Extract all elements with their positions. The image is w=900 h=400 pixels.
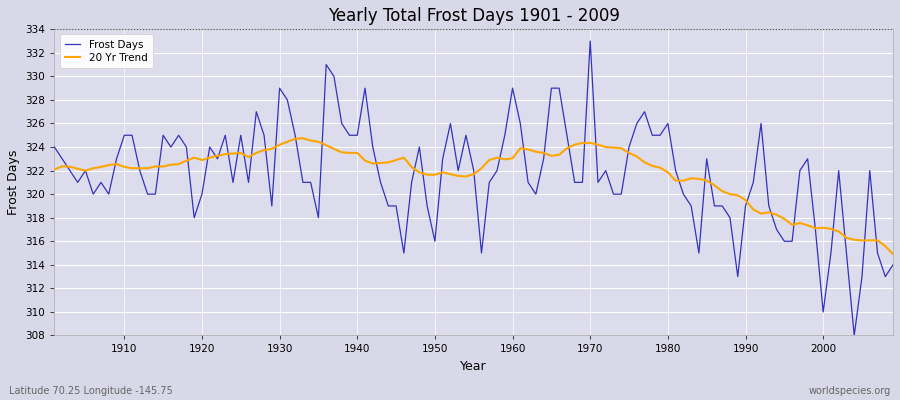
20 Yr Trend	[298, 136, 309, 141]
Text: Latitude 70.25 Longitude -145.75: Latitude 70.25 Longitude -145.75	[9, 386, 173, 396]
20 Yr Trend	[515, 146, 526, 151]
Text: worldspecies.org: worldspecies.org	[809, 386, 891, 396]
20 Yr Trend	[282, 139, 292, 144]
20 Yr Trend	[49, 167, 59, 172]
20 Yr Trend	[337, 150, 347, 155]
20 Yr Trend	[111, 162, 122, 166]
Legend: Frost Days, 20 Yr Trend: Frost Days, 20 Yr Trend	[59, 34, 153, 68]
Frost Days	[887, 262, 898, 267]
20 Yr Trend	[608, 145, 619, 150]
Frost Days	[500, 133, 510, 138]
Frost Days	[585, 39, 596, 44]
Frost Days	[849, 333, 859, 338]
Frost Days	[508, 86, 518, 90]
20 Yr Trend	[508, 156, 518, 161]
Line: 20 Yr Trend: 20 Yr Trend	[54, 138, 893, 254]
Y-axis label: Frost Days: Frost Days	[7, 150, 20, 215]
Frost Days	[608, 192, 619, 196]
Line: Frost Days: Frost Days	[54, 41, 893, 336]
Title: Yearly Total Frost Days 1901 - 2009: Yearly Total Frost Days 1901 - 2009	[328, 7, 620, 25]
20 Yr Trend	[887, 252, 898, 256]
X-axis label: Year: Year	[461, 360, 487, 373]
Frost Days	[282, 98, 292, 102]
Frost Days	[328, 74, 339, 79]
Frost Days	[111, 156, 122, 161]
Frost Days	[49, 145, 59, 150]
